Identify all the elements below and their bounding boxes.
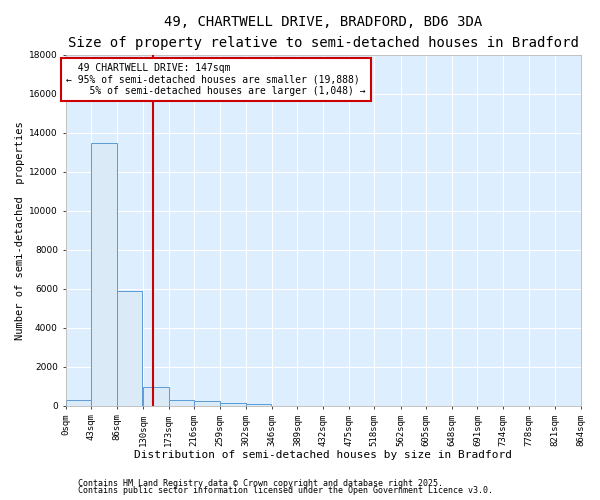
Bar [143, 388, 169, 406]
Y-axis label: Number of semi-detached  properties: Number of semi-detached properties [15, 121, 25, 340]
Text: 49 CHARTWELL DRIVE: 147sqm
← 95% of semi-detached houses are smaller (19,888)
  : 49 CHARTWELL DRIVE: 147sqm ← 95% of semi… [66, 62, 366, 96]
Bar [65, 400, 91, 406]
Bar [169, 400, 194, 406]
Text: Contains public sector information licensed under the Open Government Licence v3: Contains public sector information licen… [78, 486, 493, 495]
Bar [117, 291, 142, 406]
Bar [245, 404, 271, 406]
Title: 49, CHARTWELL DRIVE, BRADFORD, BD6 3DA
Size of property relative to semi-detache: 49, CHARTWELL DRIVE, BRADFORD, BD6 3DA S… [68, 15, 578, 50]
Text: Contains HM Land Registry data © Crown copyright and database right 2025.: Contains HM Land Registry data © Crown c… [78, 478, 443, 488]
Bar [220, 403, 245, 406]
Bar [91, 142, 117, 406]
Bar [194, 401, 220, 406]
X-axis label: Distribution of semi-detached houses by size in Bradford: Distribution of semi-detached houses by … [134, 450, 512, 460]
